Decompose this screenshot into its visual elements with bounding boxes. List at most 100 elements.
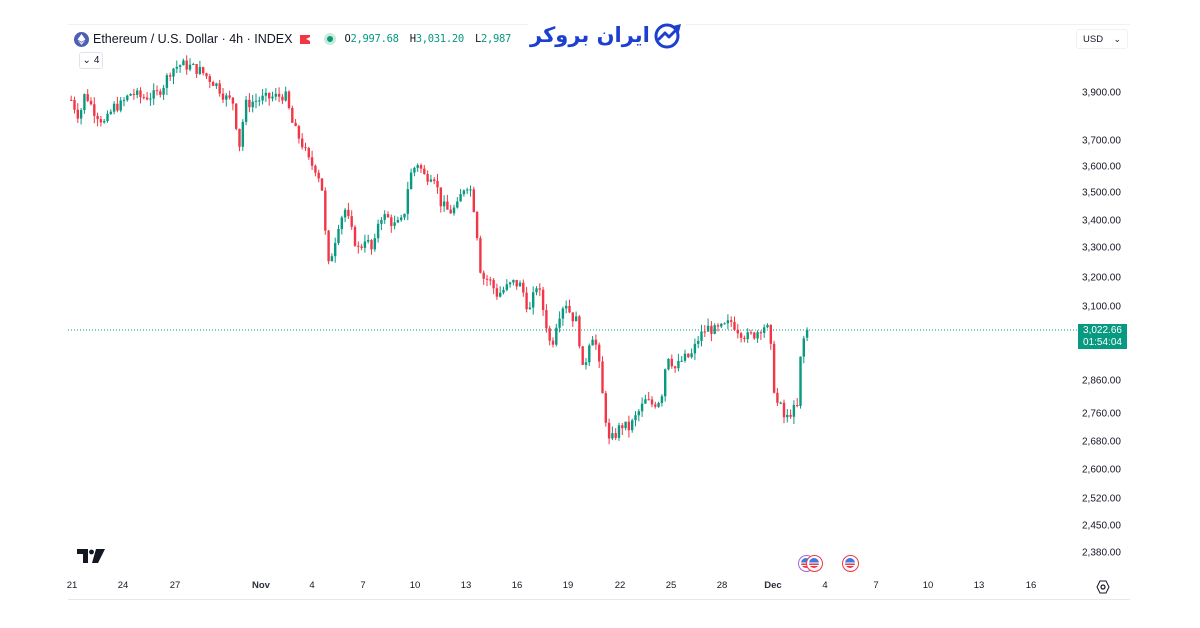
candle xyxy=(753,331,756,340)
chevron-down-icon: ⌄ xyxy=(1113,33,1121,44)
chart-bottom-border xyxy=(68,599,1130,600)
candle xyxy=(525,286,528,313)
candle xyxy=(277,87,281,103)
time-axis-label: 22 xyxy=(614,580,626,591)
candle xyxy=(96,112,99,127)
economic-event-3[interactable] xyxy=(842,555,859,572)
candle xyxy=(512,279,515,286)
candle xyxy=(538,283,541,297)
pair-separator: / xyxy=(150,32,155,46)
candle xyxy=(710,321,713,342)
candle xyxy=(165,73,169,96)
candle xyxy=(426,170,429,186)
chevron-down-icon: ⌄ xyxy=(82,55,91,66)
time-axis-label: 24 xyxy=(117,580,129,591)
price-axis-label: 2,520.00 xyxy=(1082,493,1121,505)
economic-event-2[interactable] xyxy=(806,555,823,572)
candle xyxy=(419,163,423,173)
candle xyxy=(584,358,588,370)
candle xyxy=(693,338,697,360)
candle xyxy=(268,92,271,106)
candle xyxy=(436,173,439,194)
candle xyxy=(565,300,568,314)
candle xyxy=(644,394,647,404)
candle xyxy=(601,356,604,394)
candle xyxy=(726,314,730,330)
candle xyxy=(683,349,687,363)
time-axis-label: 10 xyxy=(409,580,421,591)
candle xyxy=(324,187,327,235)
candle xyxy=(489,276,492,286)
candle xyxy=(743,335,746,343)
candle xyxy=(660,394,664,407)
candle xyxy=(502,286,505,295)
candle xyxy=(588,343,591,366)
candle xyxy=(782,399,786,424)
candle xyxy=(274,88,277,101)
candle xyxy=(198,60,202,76)
market-status-icon[interactable] xyxy=(324,33,337,45)
tradingview-logo[interactable] xyxy=(77,549,105,563)
candle xyxy=(706,318,710,332)
candle xyxy=(452,204,456,216)
candle xyxy=(462,189,466,197)
time-axis-label: Dec xyxy=(764,580,782,591)
us-flag-icon xyxy=(809,558,819,568)
time-axis-label: 27 xyxy=(169,580,181,591)
time-axis-label: 25 xyxy=(665,580,677,591)
base-currency: Ethereum xyxy=(93,32,148,46)
candle xyxy=(294,118,297,127)
candle xyxy=(89,97,93,106)
candle xyxy=(604,390,607,427)
candle xyxy=(598,342,601,368)
candle xyxy=(126,94,129,102)
candle xyxy=(449,205,452,214)
candle xyxy=(182,58,185,66)
candle xyxy=(763,324,766,338)
candle xyxy=(287,90,291,110)
candle xyxy=(188,58,192,72)
candle xyxy=(251,94,254,113)
candle xyxy=(697,336,700,349)
candle xyxy=(152,83,155,105)
candle xyxy=(532,286,535,315)
last-price-tag: 3,022.66 01:54:04 xyxy=(1078,324,1127,349)
time-axis-label: Nov xyxy=(252,580,270,591)
candle xyxy=(568,299,571,314)
candle xyxy=(340,215,343,235)
candle xyxy=(690,348,693,359)
candle xyxy=(337,224,340,246)
price-axis-label: 3,900.00 xyxy=(1082,87,1121,99)
price-axis-label: 3,600.00 xyxy=(1082,161,1121,173)
candle xyxy=(370,239,373,255)
candle xyxy=(713,323,716,335)
candle xyxy=(258,96,261,107)
currency-selector[interactable]: USD ⌄ xyxy=(1076,29,1128,49)
candle xyxy=(492,278,495,295)
candle xyxy=(423,164,426,175)
candle xyxy=(145,92,149,101)
candle xyxy=(442,195,446,212)
candle xyxy=(456,197,459,209)
symbol-legend[interactable]: Ethereum / U.S. Dollar · 4h · INDEX O2,9… xyxy=(74,30,516,48)
flag-icon[interactable] xyxy=(300,34,311,44)
currency-value: USD xyxy=(1083,33,1104,45)
candle xyxy=(499,286,502,298)
indicators-collapse-button[interactable]: ⌄ 4 xyxy=(79,52,103,69)
candle xyxy=(317,169,320,183)
indicator-count: 4 xyxy=(93,55,100,66)
candle xyxy=(647,391,650,401)
candle xyxy=(495,283,499,300)
candle xyxy=(796,398,799,408)
candle xyxy=(380,217,383,231)
candle xyxy=(390,214,393,233)
candle xyxy=(614,428,617,441)
candle xyxy=(505,279,508,292)
candle xyxy=(367,234,370,244)
time-axis-label: 7 xyxy=(360,580,366,591)
candle xyxy=(591,336,594,346)
chart-settings-icon[interactable] xyxy=(1096,580,1110,594)
candle xyxy=(446,194,449,210)
candle xyxy=(634,411,637,427)
